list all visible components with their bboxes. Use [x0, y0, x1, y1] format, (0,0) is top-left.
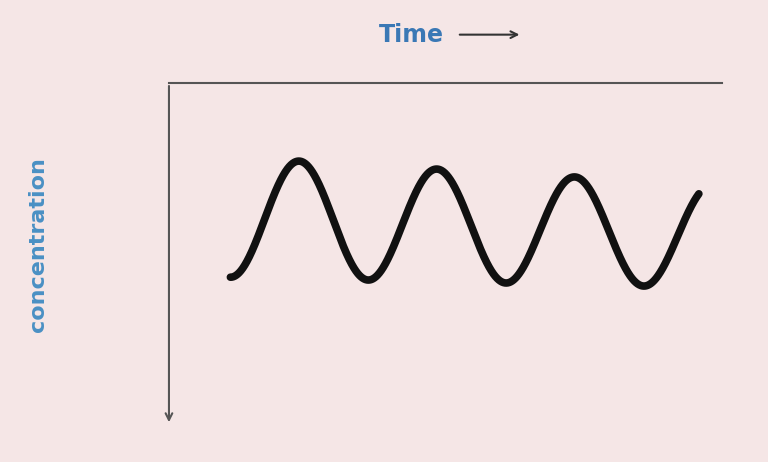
Text: Time: Time — [379, 23, 443, 47]
Text: concentration: concentration — [28, 158, 48, 332]
